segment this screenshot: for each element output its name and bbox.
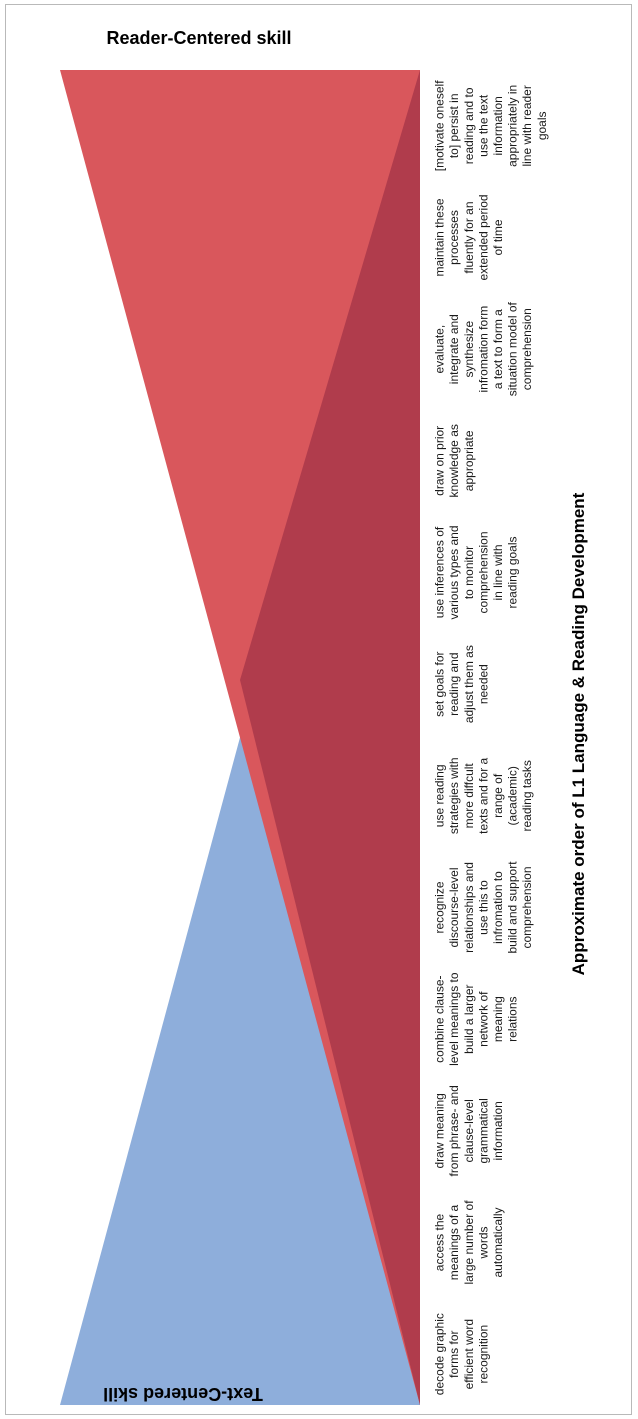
category-label: use inferences ofvarious types andto mon…	[433, 525, 520, 619]
category-label: access themeanings of alarge number ofwo…	[433, 1200, 505, 1285]
category-label-line: set goals for	[433, 651, 447, 716]
category-label-line: to monitor	[462, 546, 476, 599]
category-label-line: appropriately in	[506, 85, 520, 167]
category-label: maintain theseprocessesfluently for anex…	[433, 194, 505, 280]
category-label-line: goals	[535, 111, 549, 140]
category-label-line: use this to	[476, 880, 490, 935]
category-label-line: reading and to	[462, 87, 476, 164]
category-label-line: automatically	[491, 1207, 505, 1277]
category-label-line: maintain these	[433, 198, 447, 276]
category-label-line: comprehension	[476, 531, 490, 613]
category-label: draw meaningfrom phrase- andclause-level…	[433, 1085, 505, 1176]
category-label-line: relationships and	[462, 862, 476, 953]
category-label-line: meaning	[491, 996, 505, 1042]
category-label-line: meanings of a	[447, 1204, 461, 1280]
category-label-line: strategies with	[447, 757, 461, 834]
category-label-line: use the text	[476, 94, 490, 157]
category-label-line: combine clause-	[433, 975, 447, 1062]
category-label-line: [motivate oneself	[433, 80, 447, 171]
category-label-line: comprehension	[520, 308, 534, 390]
category-label-line: of time	[491, 219, 505, 255]
category-label: combine clause-level meanings tobuild a …	[433, 972, 520, 1066]
category-labels: decode graphicforms forefficient wordrec…	[433, 80, 549, 1395]
category-label-line: recognize	[433, 881, 447, 933]
category-label-line: infromation form	[476, 306, 490, 393]
x-axis-title: Approximate order of L1 Language & Readi…	[569, 492, 588, 975]
category-label-line: needed	[476, 664, 490, 704]
category-label-line: adjust them as	[462, 645, 476, 723]
category-label-line: processes	[447, 210, 461, 265]
category-label-line: relations	[506, 996, 520, 1041]
category-label-line: use reading	[433, 764, 447, 827]
category-label-line: situation model of	[506, 301, 520, 396]
category-label-line: infromation to	[491, 871, 505, 944]
category-label-line: texts and for a	[476, 757, 490, 833]
category-label-line: information	[491, 96, 505, 155]
category-label-line: range of	[491, 773, 505, 818]
category-label-line: line with reader	[520, 85, 534, 166]
category-label-line: access the	[433, 1213, 447, 1271]
category-label-line: build a larger	[462, 984, 476, 1053]
category-label-line: reading tasks	[520, 760, 534, 831]
category-label-line: information	[491, 1101, 505, 1160]
category-label: set goals forreading andadjust them asne…	[433, 645, 491, 723]
category-label-line: build and support	[506, 861, 520, 954]
text-centered-label: Text-Centered skill	[103, 1384, 263, 1404]
category-label: use readingstrategies withmore diffcultt…	[433, 757, 535, 834]
category-label: [motivate oneselfto] persist inreading a…	[433, 80, 549, 171]
category-label: evaluate,integrate andsynthesizeinfromat…	[433, 301, 535, 396]
category-label-line: discourse-level	[447, 867, 461, 947]
category-label-line: to] persist in	[447, 93, 461, 158]
category-label-line: recognition	[476, 1325, 490, 1384]
category-label-line: grammatical	[476, 1098, 490, 1163]
category-label-line: in line with	[491, 544, 505, 600]
category-label-line: (academic)	[506, 766, 520, 825]
category-label-line: a text to form a	[491, 309, 505, 389]
category-label-line: words	[476, 1226, 490, 1259]
category-label-line: clause-level	[462, 1099, 476, 1162]
category-label-line: decode graphic	[433, 1313, 447, 1395]
overlap-area	[240, 70, 420, 1405]
category-label-line: reading and	[447, 652, 461, 715]
category-label-line: integrate and	[447, 314, 461, 384]
category-label-line: synthesize	[462, 320, 476, 377]
category-label-line: extended period	[476, 194, 490, 280]
category-label-line: forms for	[447, 1330, 461, 1377]
category-label: recognizediscourse-levelrelationships an…	[433, 861, 535, 954]
category-label-line: various types and	[447, 525, 461, 619]
category-label-line: from phrase- and	[447, 1085, 461, 1176]
category-label-line: evaluate,	[433, 325, 447, 374]
category-label-line: use inferences of	[433, 526, 447, 618]
category-label-line: knowledge as	[447, 424, 461, 497]
category-label-line: network of	[476, 991, 490, 1047]
category-label-line: efficient word	[462, 1319, 476, 1389]
category-label-line: fluently for an	[462, 201, 476, 273]
category-label-line: comprehension	[520, 866, 534, 948]
category-label-line: more diffcult	[462, 763, 476, 829]
category-label: draw on priorknowledge asappropriate	[433, 424, 476, 497]
category-label-line: reading goals	[506, 536, 520, 608]
reader-centered-label: Reader-Centered skill	[106, 28, 291, 48]
category-label: decode graphicforms forefficient wordrec…	[433, 1313, 491, 1395]
category-label-line: draw on prior	[433, 426, 447, 496]
category-label-line: appropriate	[462, 430, 476, 491]
category-label-line: draw meaning	[433, 1093, 447, 1168]
category-label-line: level meanings to	[447, 972, 461, 1066]
category-label-line: large number of	[462, 1200, 476, 1285]
